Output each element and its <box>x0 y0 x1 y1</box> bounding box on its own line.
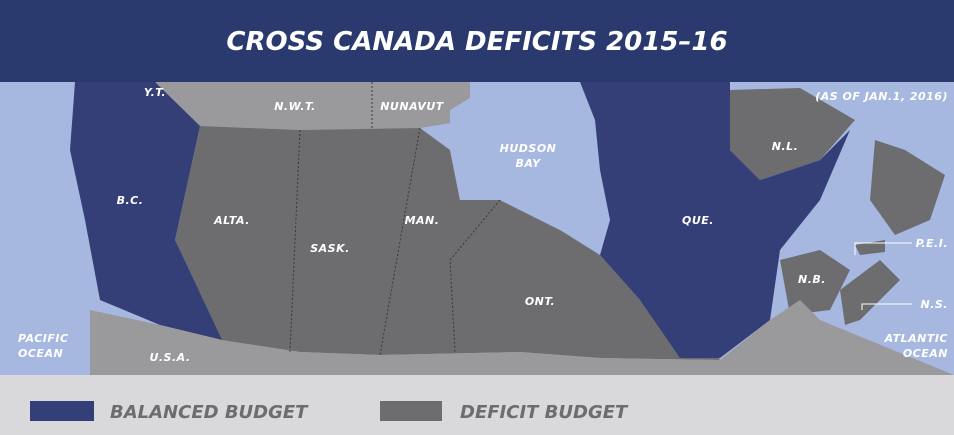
title: CROSS CANADA DEFICITS 2015–16 <box>226 27 727 57</box>
water-label: ATLANTIC <box>884 332 948 345</box>
water-label: OCEAN <box>18 347 63 360</box>
note: (AS OF JAN.1, 2016) <box>815 90 948 103</box>
region-label: Y.T. <box>144 86 166 99</box>
region-label: P.E.I. <box>916 237 948 250</box>
region-label: MAN. <box>405 214 440 227</box>
bc-region <box>70 82 222 340</box>
region-label: N.S. <box>921 298 949 311</box>
water-label: HUDSON <box>500 142 557 155</box>
water-label: PACIFIC <box>18 332 69 345</box>
region-label: SASK. <box>310 242 350 255</box>
region-label: N.B. <box>798 273 826 286</box>
region-label: ALTA. <box>213 214 250 227</box>
region-label: B.C. <box>117 194 144 207</box>
hudson-bay <box>450 92 610 250</box>
region-label: ONT. <box>525 295 555 308</box>
leader-lines <box>854 242 912 310</box>
title-bar <box>0 0 954 82</box>
region-label: N.L. <box>772 140 799 153</box>
pei-region <box>855 240 885 255</box>
region-label: QUE. <box>682 214 714 227</box>
nl-labrador <box>730 88 855 180</box>
region-label: N.W.T. <box>274 100 316 113</box>
usa-region <box>90 300 954 375</box>
province-borders <box>154 81 501 356</box>
region-label: NUNAVUT <box>380 100 445 113</box>
legend-band <box>0 375 954 435</box>
water-label: BAY <box>515 157 541 170</box>
legend-label: DEFICIT BUDGET <box>460 402 629 423</box>
water-label: OCEAN <box>903 347 948 360</box>
region-label: U.S.A. <box>149 351 190 364</box>
nb-region <box>780 250 850 315</box>
deficit-provinces <box>175 126 720 360</box>
ns-region <box>840 260 900 325</box>
nl-island <box>870 140 945 235</box>
legend-label: BALANCED BUDGET <box>110 402 309 423</box>
legend-swatch <box>380 401 442 421</box>
legend-swatch <box>30 401 94 421</box>
que-region <box>580 82 850 358</box>
